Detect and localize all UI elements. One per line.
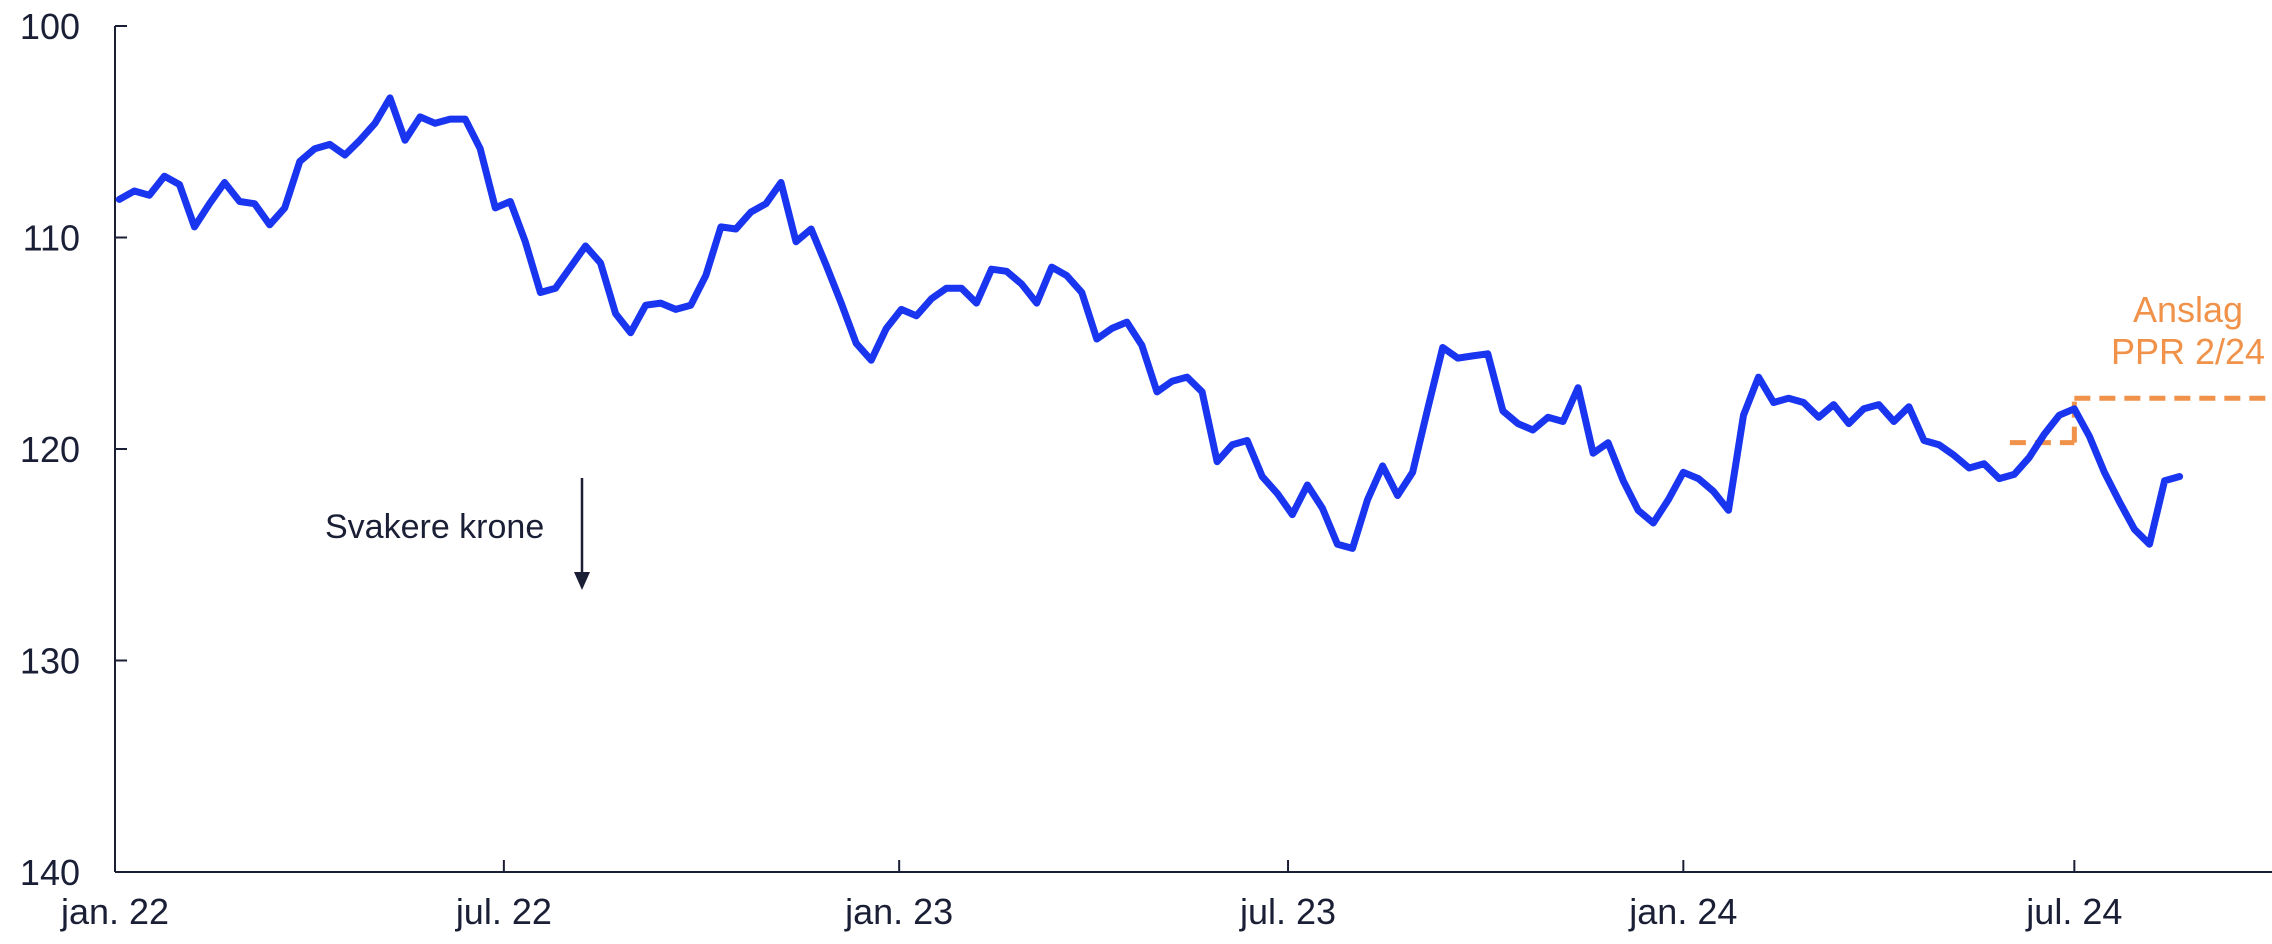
down-arrow-icon [574,572,590,590]
y-tick-label: 120 [20,429,80,470]
series-line [115,94,2184,552]
y-tick-label: 130 [20,641,80,682]
x-tick-label: jul. 23 [1239,891,1336,932]
x-tick-label: jan. 23 [844,891,953,932]
annotation-group: Svakere krone [325,478,590,590]
forecast-label: Anslag [2133,289,2243,330]
y-tick-label: 140 [20,852,80,893]
y-tick-label: 100 [20,6,80,47]
y-tick-label: 110 [23,218,80,259]
x-tick-label: jul. 22 [455,891,552,932]
forecast-label: PPR 2/24 [2111,331,2265,372]
annotation-svakere-krone: Svakere krone [325,508,544,546]
x-tick-label: jan. 24 [1628,891,1737,932]
series-group [115,94,2184,552]
x-axis: jan. 22 jul. 22 jan. 23 jul. 23 jan. 24 jul. … [60,860,2272,932]
x-tick-label: jan. 22 [60,891,169,932]
x-tick-label: jul. 24 [2025,891,2122,932]
y-axis: 100 110 120 130 140 [20,6,127,893]
